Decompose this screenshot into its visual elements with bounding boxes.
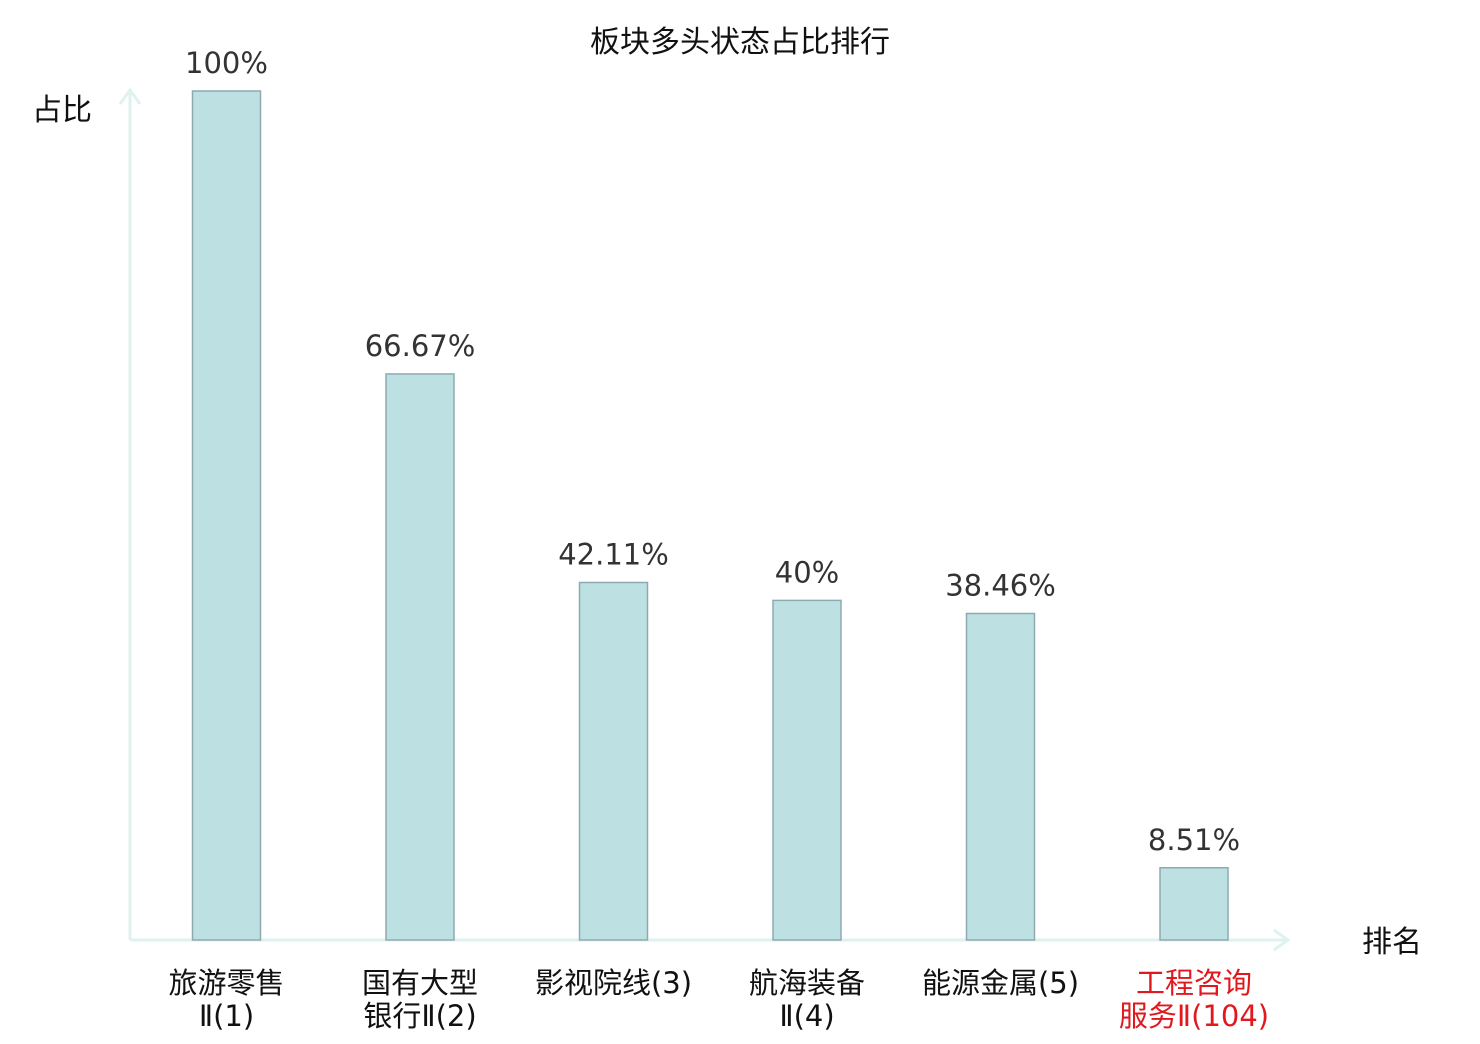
y-axis-label: 占比: [32, 93, 92, 128]
x-tick-label: 服务Ⅱ(104): [1119, 999, 1269, 1033]
x-axis-arrow-icon: [1273, 928, 1291, 952]
x-tick-label: 航海装备: [749, 966, 865, 1000]
bar-value-label: 42.11%: [558, 537, 669, 571]
bar: [1159, 867, 1229, 941]
x-tick-label: 旅游零售: [168, 966, 284, 1000]
bar: [772, 599, 842, 941]
x-tick-label: Ⅱ(4): [779, 999, 834, 1033]
x-tick-label: 银行Ⅱ(2): [363, 999, 476, 1033]
x-tick-label: 国有大型: [362, 966, 478, 1000]
x-axis-label: 排名: [1362, 925, 1422, 960]
bar-value-label: 40%: [775, 555, 839, 589]
x-tick-label: 工程咨询: [1136, 966, 1252, 1000]
bar-value-label: 66.67%: [365, 329, 476, 363]
bar: [385, 373, 455, 941]
bar: [578, 581, 649, 941]
x-tick-label: 能源金属(5): [922, 966, 1079, 1000]
bar-value-label: 100%: [185, 46, 268, 80]
bar: [965, 612, 1036, 941]
x-tick-label: 影视院线(3): [535, 966, 692, 1000]
y-axis-arrow-icon: [118, 87, 142, 105]
x-tick-label: Ⅱ(1): [199, 999, 254, 1033]
chart-title: 板块多头状态占比排行: [590, 25, 890, 60]
axes: [118, 87, 1291, 952]
bar: [191, 90, 262, 941]
bar-value-label: 38.46%: [945, 568, 1056, 602]
bar-value-label: 8.51%: [1148, 823, 1240, 857]
